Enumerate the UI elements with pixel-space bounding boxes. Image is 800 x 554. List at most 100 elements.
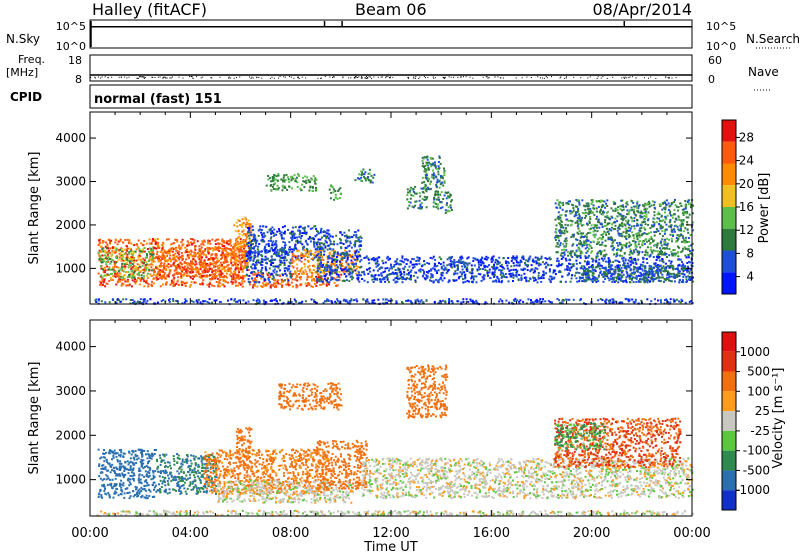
power-cell <box>210 258 213 261</box>
power-cell <box>610 229 613 232</box>
power-cell <box>662 261 665 264</box>
power-cell <box>403 271 406 274</box>
power-cell <box>402 276 405 279</box>
power-cell <box>181 259 184 262</box>
power-cell <box>199 276 202 279</box>
power-cell <box>441 177 444 180</box>
power-cell <box>309 237 312 240</box>
power-cell <box>638 229 641 232</box>
power-cell <box>419 270 422 273</box>
power-cell <box>598 258 601 261</box>
power-cell <box>214 273 217 276</box>
power-cell <box>641 212 644 215</box>
power-cell <box>111 279 113 281</box>
power-cell <box>585 204 588 207</box>
power-cell <box>678 235 681 238</box>
power-cell <box>234 259 237 262</box>
power-cell <box>226 264 229 267</box>
power-cell <box>266 231 269 234</box>
nave-dot <box>143 76 145 78</box>
power-cell <box>97 251 100 254</box>
power-cell <box>101 276 104 279</box>
power-cell <box>201 270 204 273</box>
power-cell <box>419 207 422 210</box>
power-cell <box>378 274 381 277</box>
power-cell <box>136 269 139 271</box>
power-cell <box>283 247 286 250</box>
power-cell <box>399 277 402 280</box>
power-cell <box>505 262 508 264</box>
power-cell <box>114 264 117 267</box>
power-cell <box>122 241 125 244</box>
power-cell <box>475 281 478 284</box>
power-cell <box>630 259 633 262</box>
power-cell <box>321 279 324 282</box>
power-cell <box>322 248 325 251</box>
power-cell <box>625 205 627 208</box>
power-cell <box>276 280 279 283</box>
power-cell <box>135 243 138 246</box>
power-cell <box>201 256 203 259</box>
power-cell <box>247 234 250 237</box>
power-cell <box>426 188 429 190</box>
power-cell <box>685 256 688 259</box>
power-cell <box>270 236 273 239</box>
power-cell <box>248 228 251 231</box>
power-cell <box>382 262 385 265</box>
power-cell <box>240 276 243 279</box>
power-cell <box>344 235 347 238</box>
power-cell <box>524 262 526 264</box>
power-cell <box>550 275 553 278</box>
power-cell <box>674 198 676 201</box>
power-cell <box>633 225 636 228</box>
power-cell <box>471 267 474 270</box>
power-cell <box>526 265 529 268</box>
power-cell <box>234 263 237 266</box>
power-cell <box>533 269 536 272</box>
power-cell <box>181 269 184 271</box>
power-cell <box>595 259 598 262</box>
power-cell <box>493 265 496 268</box>
power-cell <box>151 280 153 283</box>
power-cell <box>233 257 236 260</box>
power-cell <box>185 275 188 277</box>
power-cell <box>205 256 208 259</box>
power-cell <box>236 225 239 228</box>
power-cell <box>324 245 327 248</box>
power-cell <box>451 263 454 266</box>
power-cell <box>243 245 246 247</box>
power-cell <box>437 170 440 173</box>
power-cell <box>101 254 104 257</box>
power-cell <box>437 192 439 194</box>
power-cell <box>208 265 211 268</box>
power-cell <box>335 271 338 274</box>
power-cell <box>223 245 226 247</box>
power-cell <box>120 254 123 257</box>
power-cell <box>357 229 360 232</box>
power-cell <box>116 243 119 246</box>
power-cell <box>649 249 652 252</box>
power-cell <box>527 264 529 267</box>
power-cell <box>420 187 423 190</box>
power-cell <box>642 261 645 264</box>
power-cell <box>203 264 206 267</box>
power-cell <box>247 230 250 233</box>
power-cell <box>640 210 643 213</box>
power-cell <box>314 177 317 179</box>
power-cell <box>368 168 371 171</box>
power-cell <box>112 268 115 271</box>
power-cell <box>205 264 208 267</box>
power-cell <box>607 210 609 213</box>
power-cell <box>281 274 284 277</box>
power-cell <box>197 256 200 259</box>
power-cell <box>348 265 351 268</box>
power-cell <box>245 236 248 238</box>
power-cell <box>214 246 217 248</box>
power-cell <box>136 279 139 282</box>
power-cell <box>566 230 569 233</box>
power-cell <box>120 267 123 270</box>
power-cell <box>488 264 490 267</box>
power-cell <box>143 259 146 262</box>
power-cell <box>304 250 307 252</box>
power-cell <box>122 259 125 262</box>
